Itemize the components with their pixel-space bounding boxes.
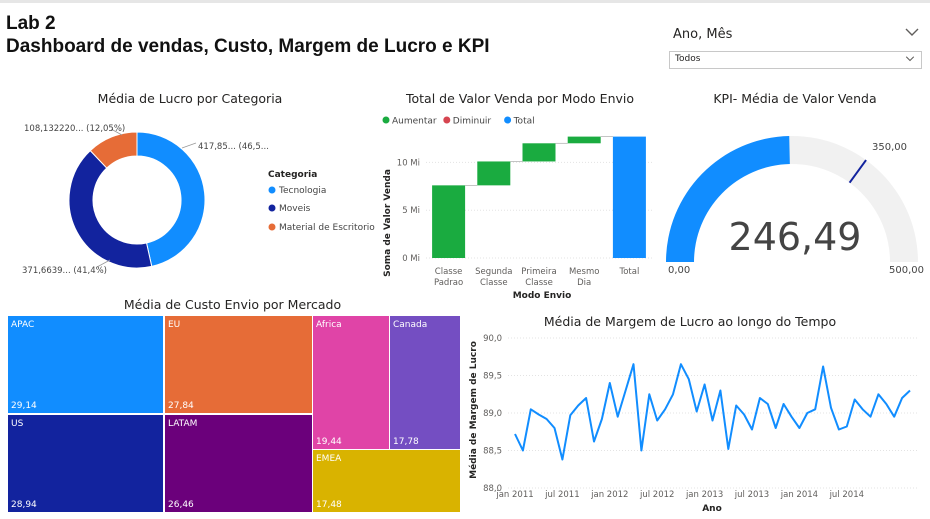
waterfall-xtick: Primeira — [521, 267, 556, 277]
line-series-margem[interactable] — [514, 363, 911, 461]
waterfall-chart[interactable]: Aumentar Diminuir Total 0 Mi 5 Mi 10 Mi Clas… — [370, 110, 660, 305]
donut-slice-material[interactable] — [89, 131, 138, 169]
line-xtick: jul 2014 — [829, 490, 864, 500]
slicer-title: Ano, Mês — [673, 27, 733, 42]
waterfall-title: Total de Valor Venda por Modo Envio — [405, 91, 635, 106]
gauge-target-label: 350,00 — [872, 142, 907, 153]
treemap-tile-canada[interactable]: Canada 17,78 — [390, 316, 460, 449]
legend-dot-tecnologia — [268, 186, 276, 194]
treemap-tile-name: Africa — [316, 320, 342, 330]
waterfall-legend-aumentar: Aumentar — [392, 117, 437, 127]
waterfall-legend-dot-1 — [443, 116, 451, 124]
waterfall-legend-diminuir: Diminuir — [453, 117, 492, 127]
gauge-chart[interactable]: 246,49 0,00 500,00 350,00 — [660, 110, 930, 285]
chevron-down-icon[interactable] — [904, 24, 920, 40]
treemap-tile-value: 28,94 — [11, 500, 37, 510]
gauge-title: KPI- Média de Valor Venda — [713, 91, 877, 106]
waterfall-xtick: Mesmo — [569, 267, 599, 277]
line-ytick: 90,0 — [483, 334, 502, 344]
line-ytick: 88,0 — [483, 484, 502, 494]
waterfall-xtick: Classe — [435, 267, 463, 277]
donut-slice-moveis[interactable] — [68, 149, 153, 269]
waterfall-ytick: 10 Mi — [397, 158, 420, 168]
waterfall-xtick: Padrao — [434, 278, 463, 288]
treemap-title: Média de Custo Envio por Mercado — [123, 297, 342, 312]
donut-label-moveis: 371,6639... (41,4%) — [22, 266, 107, 276]
waterfall-xtick: Classe — [525, 278, 553, 288]
treemap-tile-name: Canada — [393, 320, 428, 330]
slicer-dropdown[interactable] — [669, 51, 922, 69]
treemap-tile-name: US — [11, 419, 24, 429]
treemap-tile-us[interactable]: US 28,94 — [8, 415, 163, 512]
treemap-tile-name: LATAM — [168, 419, 198, 429]
legend-dot-moveis — [268, 204, 276, 212]
gauge-max: 500,00 — [889, 265, 924, 276]
line-xtick: jul 2011 — [544, 490, 579, 500]
treemap-tile-eu[interactable]: EU 27,84 — [165, 316, 312, 413]
treemap-tile-value: 26,46 — [168, 500, 194, 510]
donut-slice-tecnologia[interactable] — [136, 131, 206, 267]
top-border — [0, 0, 930, 3]
line-xlabel: Ano — [702, 504, 722, 514]
line-xtick: jul 2013 — [734, 490, 769, 500]
waterfall-ylabel: Soma de Valor Venda — [383, 169, 393, 277]
waterfall-legend-dot-2 — [504, 116, 512, 124]
waterfall-xtick: Classe — [480, 278, 508, 288]
waterfall-xtick: Dia — [577, 278, 591, 288]
waterfall-legend-dot-0 — [382, 116, 390, 124]
waterfall-bar-4[interactable] — [612, 136, 646, 258]
treemap-tile-name: EMEA — [316, 454, 342, 464]
waterfall-xlabel: Modo Envio — [513, 291, 572, 301]
line-xtick: jan 2011 — [495, 490, 533, 500]
slicer-value: Todos — [675, 54, 701, 64]
donut-title: Média de Lucro por Categoria — [97, 91, 283, 106]
waterfall-bar-2[interactable] — [522, 143, 556, 162]
treemap-tile-value: 27,84 — [168, 401, 194, 411]
line-ytick: 89,0 — [483, 409, 502, 419]
treemap-tile-emea[interactable]: EMEA 17,48 — [313, 450, 460, 512]
line-xtick: jan 2012 — [590, 490, 628, 500]
line-title: Média de Margem de Lucro ao longo do Tem… — [543, 314, 837, 329]
waterfall-xtick: Total — [618, 267, 639, 277]
waterfall-legend-total: Total — [513, 117, 535, 127]
waterfall-bar-3[interactable] — [567, 136, 601, 144]
line-xtick: jul 2012 — [639, 490, 674, 500]
treemap-tile-name: APAC — [11, 320, 35, 330]
gauge-min: 0,00 — [668, 265, 690, 276]
treemap-tile-africa[interactable]: Africa 19,44 — [313, 316, 389, 449]
treemap-tile-value: 19,44 — [316, 437, 342, 447]
waterfall-xtick: Segunda — [475, 267, 512, 277]
line-xtick: jan 2013 — [685, 490, 723, 500]
line-ytick: 88,5 — [483, 447, 502, 457]
line-xtick: jan 2014 — [780, 490, 818, 500]
line-ytick: 89,5 — [483, 372, 502, 382]
gauge-value: 246,49 — [729, 215, 862, 259]
waterfall-bar-1[interactable] — [477, 161, 511, 186]
donut-legend-tecnologia: Tecnologia — [278, 186, 326, 196]
page-title: Lab 2 — [6, 13, 56, 34]
gauge-target-marker — [848, 159, 867, 184]
line-chart[interactable]: 88,0 88,5 89,0 89,5 90,0 jan 2011 jul 2011 jan … — [460, 330, 930, 519]
donut-label-material: 108,132220... (12,05%) — [24, 124, 125, 134]
treemap-tile-value: 17,78 — [393, 437, 419, 447]
donut-legend-title: Categoria — [268, 170, 317, 180]
treemap-tile-value: 17,48 — [316, 500, 342, 510]
line-ylabel: Média de Margem de Lucro — [468, 341, 479, 479]
donut-chart[interactable]: 417,85... (46,5... 108,132220... (12,05%… — [0, 110, 380, 285]
legend-dot-material — [268, 223, 276, 231]
waterfall-bar-0[interactable] — [432, 185, 466, 258]
treemap-tile-value: 29,14 — [11, 401, 37, 411]
waterfall-ytick: 0 Mi — [402, 254, 420, 264]
treemap-tile-apac[interactable]: APAC 29,14 — [8, 316, 163, 413]
donut-label-tecnologia: 417,85... (46,5... — [198, 142, 269, 152]
donut-legend-moveis: Moveis — [279, 204, 311, 214]
treemap-tile-name: EU — [168, 320, 181, 330]
donut-legend-material: Material de Escritorio — [279, 223, 375, 233]
page-subtitle: Dashboard de vendas, Custo, Margem de Lu… — [6, 36, 490, 57]
waterfall-ytick: 5 Mi — [402, 206, 420, 216]
chevron-down-icon[interactable] — [904, 53, 916, 65]
treemap-tile-latam[interactable]: LATAM 26,46 — [165, 415, 312, 512]
gauge-fill — [666, 136, 790, 262]
